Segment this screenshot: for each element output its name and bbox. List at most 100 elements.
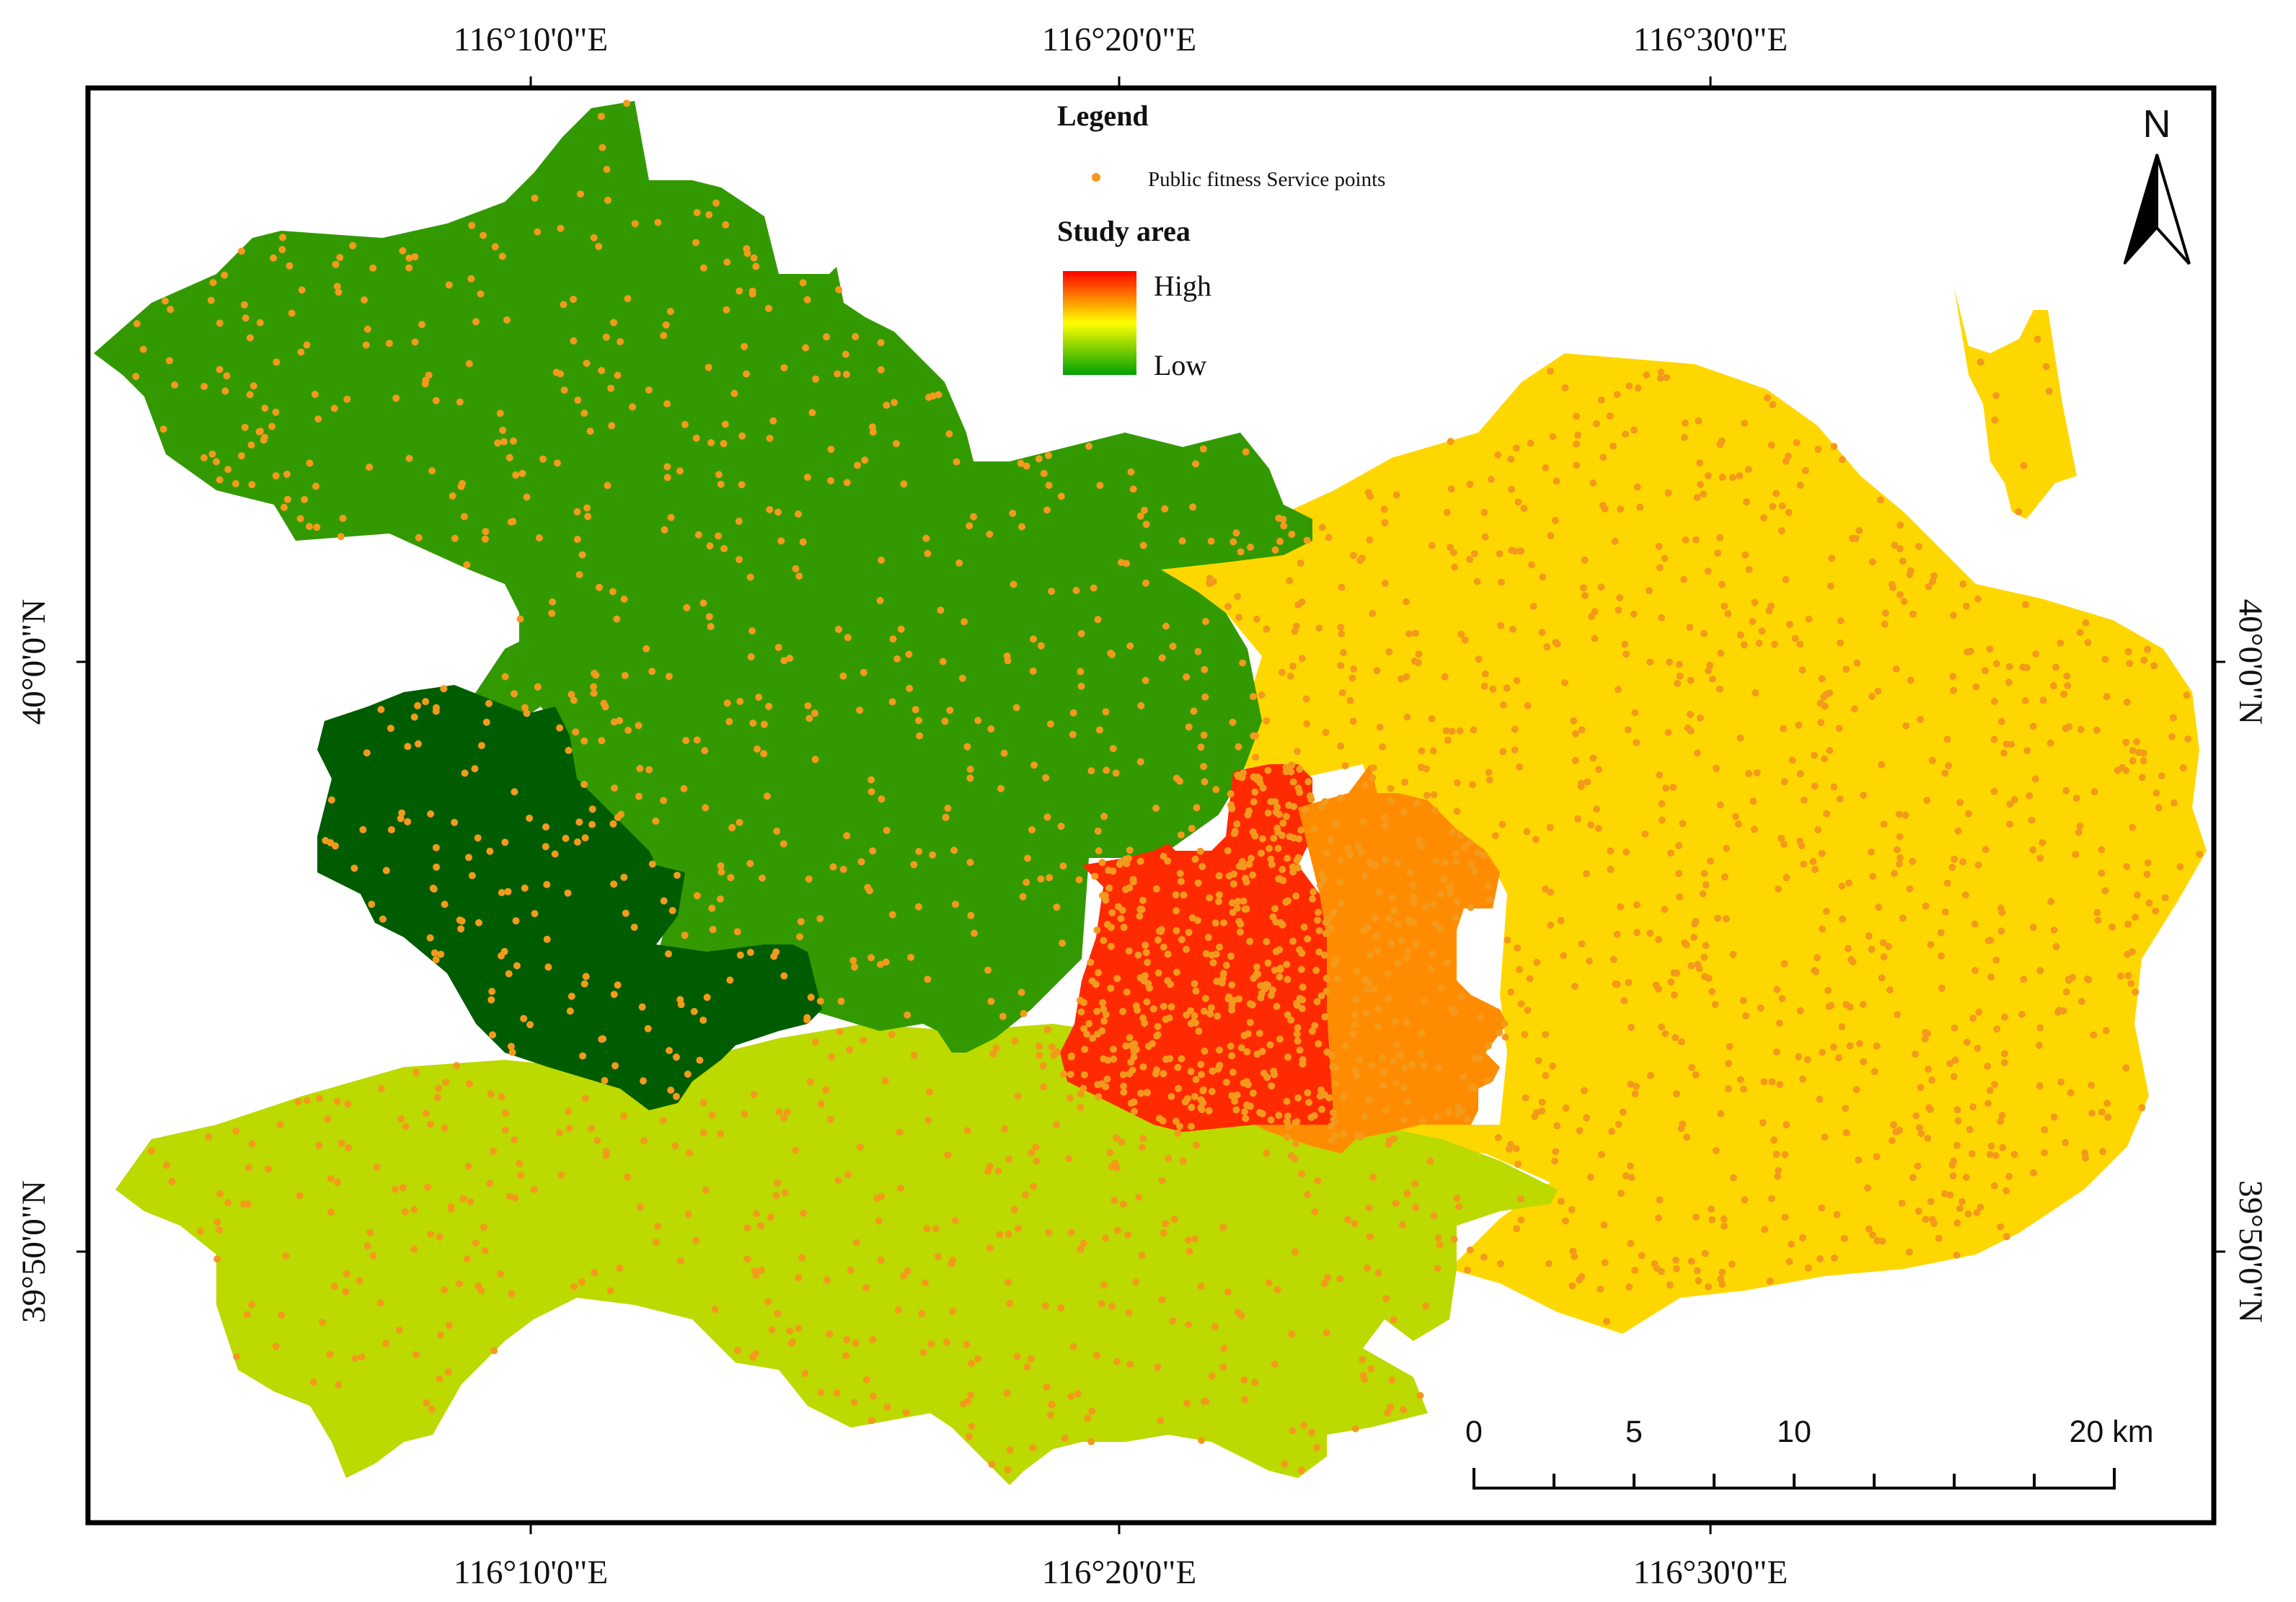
- service-point: [1385, 970, 1392, 978]
- service-point: [1135, 1193, 1143, 1201]
- service-point: [1951, 1024, 1959, 1032]
- service-point: [1132, 1278, 1140, 1285]
- service-point: [1775, 1019, 1783, 1027]
- service-point: [1364, 1264, 1372, 1272]
- service-point: [1215, 898, 1222, 906]
- service-point: [411, 253, 419, 261]
- service-point: [1422, 765, 1430, 773]
- service-point: [1365, 1204, 1373, 1212]
- service-point: [1405, 919, 1413, 926]
- service-point: [1368, 1062, 1376, 1070]
- service-point: [1440, 875, 1448, 883]
- service-point: [377, 1084, 385, 1092]
- service-point: [937, 606, 945, 614]
- service-point: [549, 598, 556, 606]
- service-point: [324, 1115, 332, 1123]
- service-point: [1272, 947, 1280, 955]
- service-point: [2088, 1081, 2096, 1089]
- service-point: [387, 826, 395, 833]
- service-point: [1180, 1157, 1187, 1165]
- service-point: [1113, 1358, 1121, 1366]
- service-point: [1107, 984, 1115, 992]
- service-point: [562, 834, 570, 842]
- service-point: [1285, 1123, 1292, 1130]
- service-point: [1780, 841, 1788, 848]
- service-point: [1514, 498, 1522, 506]
- service-point: [1396, 1051, 1404, 1059]
- service-point: [1581, 1087, 1588, 1094]
- service-point: [1412, 1203, 1420, 1211]
- service-point: [1569, 1247, 1577, 1255]
- service-point: [133, 320, 141, 327]
- service-point: [2122, 1064, 2130, 1072]
- service-point: [1125, 947, 1133, 955]
- district-north-west: [94, 101, 1312, 1053]
- service-point: [2062, 988, 2070, 996]
- service-point: [531, 910, 539, 918]
- service-point: [139, 345, 147, 353]
- service-point: [1927, 1198, 1935, 1205]
- district-east-exclave: [1954, 288, 2077, 519]
- service-point: [1300, 923, 1308, 931]
- service-point: [769, 417, 777, 425]
- service-point: [1681, 939, 1689, 947]
- service-point: [1578, 940, 1586, 948]
- service-point: [1382, 1295, 1390, 1303]
- service-point: [1287, 768, 1295, 776]
- service-point: [1019, 893, 1027, 900]
- service-point: [733, 1347, 741, 1355]
- service-point: [610, 880, 618, 888]
- service-point: [1448, 1005, 1456, 1013]
- service-point: [1840, 1234, 1848, 1242]
- service-point: [1749, 797, 1757, 805]
- service-point: [221, 271, 229, 279]
- service-point: [283, 495, 291, 503]
- service-point: [1581, 556, 1589, 564]
- service-point: [1891, 541, 1899, 549]
- service-point: [1550, 1157, 1558, 1165]
- service-point: [1256, 779, 1264, 787]
- service-point: [132, 373, 140, 381]
- service-point: [272, 1342, 280, 1350]
- service-point: [705, 613, 713, 621]
- service-point: [930, 392, 937, 400]
- service-point: [611, 784, 619, 792]
- service-point: [1323, 1329, 1330, 1337]
- service-point: [1387, 1403, 1395, 1411]
- service-point: [1398, 675, 1405, 683]
- service-point: [1077, 668, 1085, 676]
- service-point: [1892, 665, 1900, 673]
- service-point: [803, 1014, 811, 1022]
- service-point: [392, 394, 400, 402]
- service-point: [1304, 1089, 1312, 1097]
- service-point: [992, 1044, 1000, 1052]
- service-point: [363, 749, 371, 757]
- service-point: [1120, 1082, 1128, 1090]
- service-point: [1214, 1012, 1222, 1020]
- service-point: [595, 242, 603, 250]
- service-point: [1192, 1076, 1200, 1084]
- service-point: [1890, 1121, 1898, 1129]
- service-point: [1206, 580, 1214, 588]
- service-point: [1571, 1253, 1578, 1260]
- service-point: [303, 1097, 311, 1105]
- service-point: [1200, 731, 1208, 739]
- service-point: [1880, 820, 1888, 828]
- service-point: [1522, 1094, 1529, 1102]
- service-point: [1503, 684, 1511, 692]
- district-east: [1161, 353, 2207, 1334]
- service-point: [2010, 1151, 2018, 1159]
- service-point: [1351, 1220, 1359, 1228]
- service-point: [1718, 1280, 1726, 1288]
- service-point: [459, 479, 466, 487]
- service-point: [1987, 1142, 1995, 1150]
- service-point: [1279, 819, 1287, 827]
- service-point: [1014, 1225, 1022, 1233]
- service-point: [1498, 820, 1506, 828]
- service-point: [1228, 981, 1236, 989]
- service-point: [1126, 884, 1134, 892]
- service-point: [1433, 1112, 1441, 1120]
- service-point: [1526, 975, 1534, 983]
- service-point: [699, 264, 707, 272]
- service-point: [1484, 882, 1492, 890]
